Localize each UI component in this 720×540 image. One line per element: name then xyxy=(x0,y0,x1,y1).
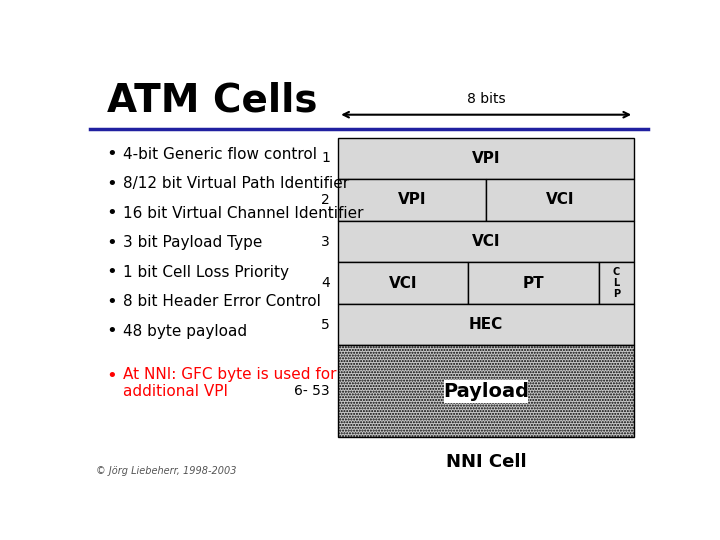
Text: •: • xyxy=(107,175,117,193)
Text: 1: 1 xyxy=(321,151,330,165)
Text: 5: 5 xyxy=(321,318,330,332)
Bar xyxy=(338,262,469,304)
Text: PT: PT xyxy=(523,275,544,291)
Text: 8 bit Header Error Control: 8 bit Header Error Control xyxy=(124,294,321,309)
Text: 4: 4 xyxy=(321,276,330,290)
Text: 8/12 bit Virtual Path Identifier: 8/12 bit Virtual Path Identifier xyxy=(124,176,350,191)
Text: •: • xyxy=(107,367,117,385)
Text: Payload: Payload xyxy=(444,382,529,401)
Text: 16 bit Virtual Channel Identifier: 16 bit Virtual Channel Identifier xyxy=(124,206,364,221)
Text: At NNI: GFC byte is used for
additional VPI: At NNI: GFC byte is used for additional … xyxy=(124,367,337,400)
Text: •: • xyxy=(107,322,117,340)
Text: VPI: VPI xyxy=(398,192,426,207)
Bar xyxy=(486,179,634,221)
Bar xyxy=(338,138,634,179)
Text: •: • xyxy=(107,264,117,281)
Text: 48 byte payload: 48 byte payload xyxy=(124,324,248,339)
Text: VCI: VCI xyxy=(546,192,575,207)
Text: 6- 53: 6- 53 xyxy=(294,384,330,398)
Text: 3: 3 xyxy=(321,234,330,248)
Text: 2: 2 xyxy=(321,193,330,207)
Text: •: • xyxy=(107,234,117,252)
Text: •: • xyxy=(107,204,117,222)
Text: 8 bits: 8 bits xyxy=(467,92,505,105)
Text: NNI Cell: NNI Cell xyxy=(446,453,526,471)
Text: •: • xyxy=(107,145,117,163)
Text: 1 bit Cell Loss Priority: 1 bit Cell Loss Priority xyxy=(124,265,289,280)
Text: HEC: HEC xyxy=(469,317,503,332)
Bar xyxy=(338,304,634,346)
Bar xyxy=(598,262,634,304)
Text: ATM Cells: ATM Cells xyxy=(107,82,318,119)
Text: C
L
P: C L P xyxy=(613,267,620,299)
Bar xyxy=(338,346,634,437)
Text: 3 bit Payload Type: 3 bit Payload Type xyxy=(124,235,263,250)
Text: VPI: VPI xyxy=(472,151,500,166)
Bar xyxy=(469,262,598,304)
Text: •: • xyxy=(107,293,117,311)
Bar xyxy=(338,179,486,221)
Text: © Jörg Liebeherr, 1998-2003: © Jörg Liebeherr, 1998-2003 xyxy=(96,467,236,476)
Text: VCI: VCI xyxy=(389,275,418,291)
Bar xyxy=(444,380,528,403)
Text: VCI: VCI xyxy=(472,234,500,249)
Bar xyxy=(338,221,634,262)
Text: 4-bit Generic flow control: 4-bit Generic flow control xyxy=(124,147,318,161)
